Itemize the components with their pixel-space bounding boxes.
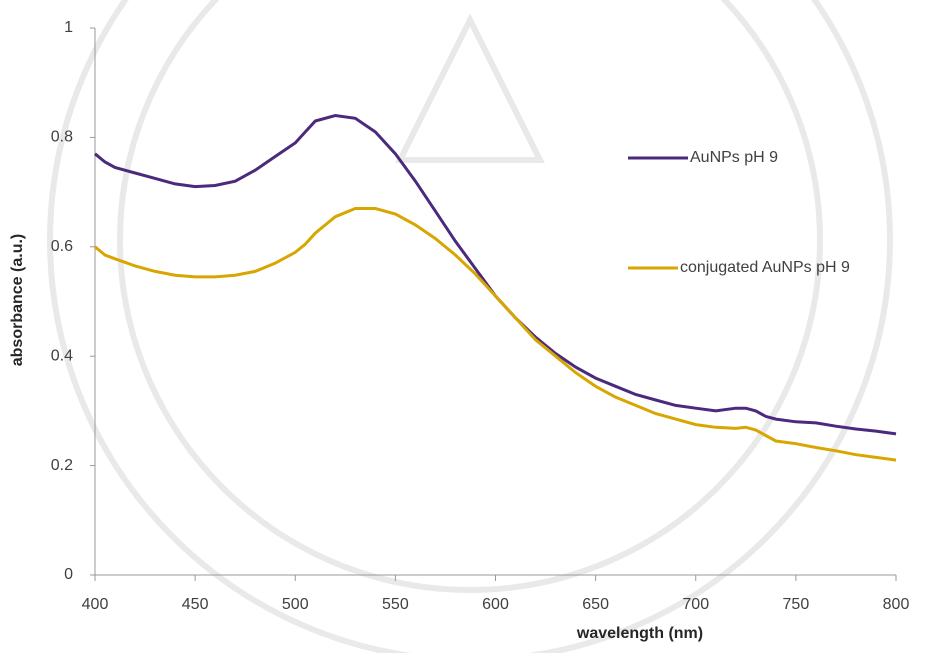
- legend-label: AuNPs pH 9: [690, 149, 778, 166]
- y-tick-label: 0.8: [51, 129, 73, 146]
- y-tick-label: 0: [64, 566, 73, 583]
- watermark: [50, 0, 890, 653]
- x-tick-label: 700: [682, 596, 709, 613]
- y-tick-label: 0.4: [51, 347, 73, 364]
- x-axis-title: wavelength (nm): [576, 625, 703, 642]
- x-tick-label: 450: [182, 596, 209, 613]
- x-tick-label: 750: [783, 596, 810, 613]
- y-axis-title: absorbance (a.u.): [9, 234, 26, 366]
- chart: wavelength (nm) absorbance (a.u.) 0 0.2 0.…: [0, 0, 929, 653]
- y-tick-label: 1: [64, 19, 73, 36]
- legend-label: conjugated AuNPs pH 9: [680, 259, 850, 276]
- y-tick-label: 0.2: [51, 457, 73, 474]
- x-tick-label: 800: [883, 596, 910, 613]
- x-tick-label: 500: [282, 596, 309, 613]
- x-tick-label: 650: [582, 596, 609, 613]
- x-tick-label: 600: [482, 596, 509, 613]
- y-tick-label: 0.6: [51, 238, 73, 255]
- data-line: [95, 209, 896, 461]
- x-tick-label: 400: [82, 596, 109, 613]
- x-tick-label: 550: [382, 596, 409, 613]
